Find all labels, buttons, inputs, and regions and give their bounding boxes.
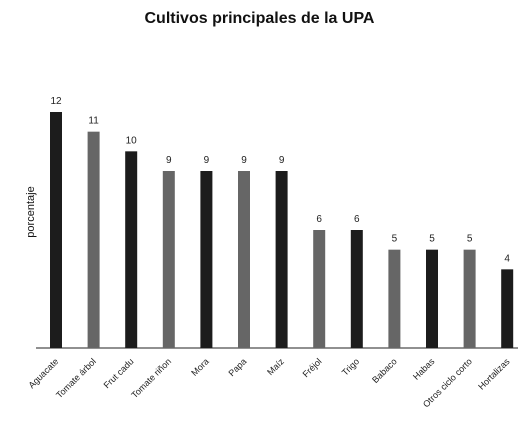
bar-10 (388, 249, 401, 348)
bar-value-label-11: 5 (429, 234, 435, 245)
bar-7 (275, 171, 288, 348)
x-tick-label-1: Aguacate (26, 356, 60, 390)
x-tick-label-11: Habas (411, 356, 437, 382)
x-tick-label-7: Maíz (265, 356, 286, 377)
bar-value-label-3: 10 (126, 135, 138, 146)
bars-layer (50, 112, 514, 348)
value-labels-layer: 12 11 10 9 9 9 9 6 6 5 5 5 4 (50, 96, 510, 264)
bar-value-label-4: 9 (166, 155, 172, 166)
chart-title: Cultivos principales de la UPA (144, 10, 375, 27)
x-tick-label-10: Babaco (370, 356, 399, 385)
bar-11 (426, 249, 438, 348)
bar-9 (350, 230, 363, 348)
y-axis-label: porcentaje (25, 186, 37, 237)
x-tick-label-9: Trigo (340, 356, 361, 377)
bar-4 (162, 171, 175, 348)
x-tick-label-2: Tomate árbol (54, 356, 98, 400)
bar-1 (50, 112, 62, 348)
bar-value-label-10: 5 (392, 234, 398, 245)
x-tick-label-3: Frut cadu (102, 356, 136, 390)
x-tick-label-13: Hortalizas (476, 356, 512, 392)
bar-value-label-1: 12 (50, 96, 62, 107)
bar-value-label-12: 5 (467, 234, 473, 245)
bar-6 (238, 171, 250, 348)
bar-3 (125, 151, 138, 348)
bar-8 (313, 230, 326, 348)
bar-value-label-2: 11 (88, 116, 99, 127)
bar-value-label-13: 4 (504, 253, 510, 264)
x-tick-label-6: Papa (226, 356, 248, 378)
x-tick-label-4: Tomate riñon (129, 356, 173, 400)
bar-value-label-7: 9 (279, 155, 285, 166)
bar-value-label-6: 9 (241, 155, 247, 166)
x-tick-label-8: Fréjol (301, 356, 324, 379)
bar-2 (87, 131, 100, 348)
bar-value-label-8: 6 (316, 214, 322, 225)
bar-value-label-5: 9 (204, 155, 210, 166)
bar-value-label-9: 6 (354, 214, 360, 225)
bar-12 (463, 249, 476, 348)
bar-5 (200, 171, 213, 348)
x-tick-label-5: Mora (189, 356, 211, 378)
bar-13 (501, 269, 514, 348)
